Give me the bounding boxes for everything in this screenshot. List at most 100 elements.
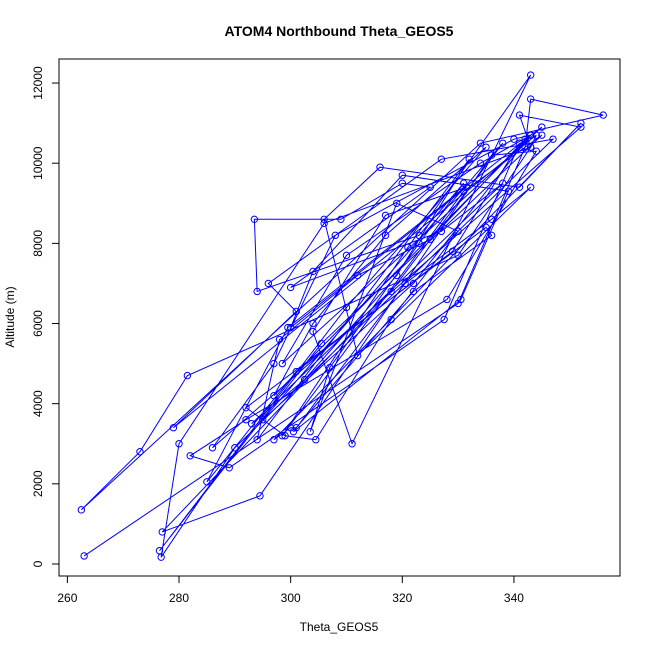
data-point xyxy=(264,279,273,288)
data-point xyxy=(337,215,345,224)
data-point xyxy=(381,211,390,220)
data-point xyxy=(331,231,340,240)
data-point xyxy=(136,448,144,456)
data-point xyxy=(203,478,211,486)
data-point xyxy=(401,279,409,288)
data-point xyxy=(521,143,529,151)
data-point xyxy=(270,391,278,400)
data-point xyxy=(278,359,286,368)
data-point xyxy=(155,547,164,555)
data-point xyxy=(158,528,166,536)
data-point xyxy=(599,111,607,119)
data-point xyxy=(504,187,513,195)
data-point xyxy=(387,315,395,324)
data-point xyxy=(532,131,540,139)
x-tick-label: 280 xyxy=(169,591,189,605)
data-point xyxy=(398,179,406,187)
data-point xyxy=(538,123,546,131)
y-axis-label: Altitude (m) xyxy=(3,286,17,347)
y-tick-label: 4000 xyxy=(31,390,45,417)
x-axis: 260 280 300 320 340 xyxy=(57,575,524,605)
data-point xyxy=(460,179,468,187)
data-point xyxy=(225,464,233,472)
data-point xyxy=(77,506,86,514)
data-point xyxy=(309,267,317,276)
data-point xyxy=(376,163,384,171)
data-point xyxy=(526,95,535,103)
data-point xyxy=(300,375,309,384)
data-point xyxy=(292,424,300,432)
data-point xyxy=(348,440,356,448)
data-point xyxy=(515,139,524,147)
data-point xyxy=(510,135,518,143)
data-point xyxy=(169,424,178,432)
data-point xyxy=(526,143,535,151)
data-point xyxy=(281,432,289,440)
data-point xyxy=(292,307,300,316)
data-point xyxy=(577,119,585,127)
data-point xyxy=(476,139,485,147)
y-tick-label: 8000 xyxy=(31,230,45,257)
data-point xyxy=(499,139,507,147)
data-point xyxy=(526,183,535,191)
data-point xyxy=(247,420,256,428)
data-point xyxy=(312,436,320,444)
data-point xyxy=(443,295,451,304)
data-point xyxy=(521,135,529,143)
data-point xyxy=(482,223,490,232)
x-tick-label: 260 xyxy=(57,591,77,605)
data-point xyxy=(440,315,448,324)
y-tick-label: 12000 xyxy=(31,66,45,100)
data-point xyxy=(183,371,192,380)
data-point xyxy=(250,215,259,224)
data-point xyxy=(454,251,462,260)
data-point xyxy=(326,363,334,372)
data-point xyxy=(253,287,261,296)
y-tick-label: 2000 xyxy=(31,470,45,497)
data-point xyxy=(320,215,328,224)
data-point xyxy=(231,444,239,452)
data-point xyxy=(286,424,295,432)
data-point xyxy=(526,71,535,79)
x-tick-label: 300 xyxy=(281,591,301,605)
data-point xyxy=(284,323,292,332)
data-point xyxy=(487,215,496,224)
data-point xyxy=(549,135,557,143)
data-point xyxy=(515,183,524,191)
data-point xyxy=(306,428,314,436)
data-point xyxy=(320,219,328,228)
data-point xyxy=(538,131,546,139)
data-point xyxy=(259,415,267,424)
chart-title: ATOM4 Northbound Theta_GEOS5 xyxy=(225,23,454,39)
data-point xyxy=(577,123,585,131)
data-point xyxy=(381,231,390,240)
data-point xyxy=(286,323,295,332)
data-point xyxy=(387,287,395,296)
data-point xyxy=(353,351,362,360)
data-point xyxy=(526,131,535,139)
x-axis-label: Theta_GEOS5 xyxy=(300,620,379,634)
x-tick-label: 340 xyxy=(504,591,524,605)
data-point xyxy=(415,231,423,240)
data-point xyxy=(286,283,295,292)
y-tick-label: 6000 xyxy=(31,310,45,337)
y-tick-label: 10000 xyxy=(31,146,45,180)
data-point xyxy=(409,287,418,296)
data-point xyxy=(499,179,507,187)
data-point xyxy=(80,552,88,560)
data-point xyxy=(487,151,496,159)
data-point xyxy=(208,444,217,452)
data-point xyxy=(275,335,284,344)
data-point xyxy=(415,239,423,248)
data-point xyxy=(292,367,300,376)
data-point xyxy=(448,247,457,256)
data-point xyxy=(532,147,540,155)
data-point xyxy=(426,235,434,244)
data-point xyxy=(256,492,264,500)
data-point xyxy=(309,319,317,328)
y-axis: 0 2000 4000 6000 8000 10000 12000 xyxy=(31,66,60,567)
data-point xyxy=(270,436,278,444)
data-point xyxy=(457,295,465,304)
data-point xyxy=(353,271,362,280)
data-point xyxy=(242,415,250,424)
